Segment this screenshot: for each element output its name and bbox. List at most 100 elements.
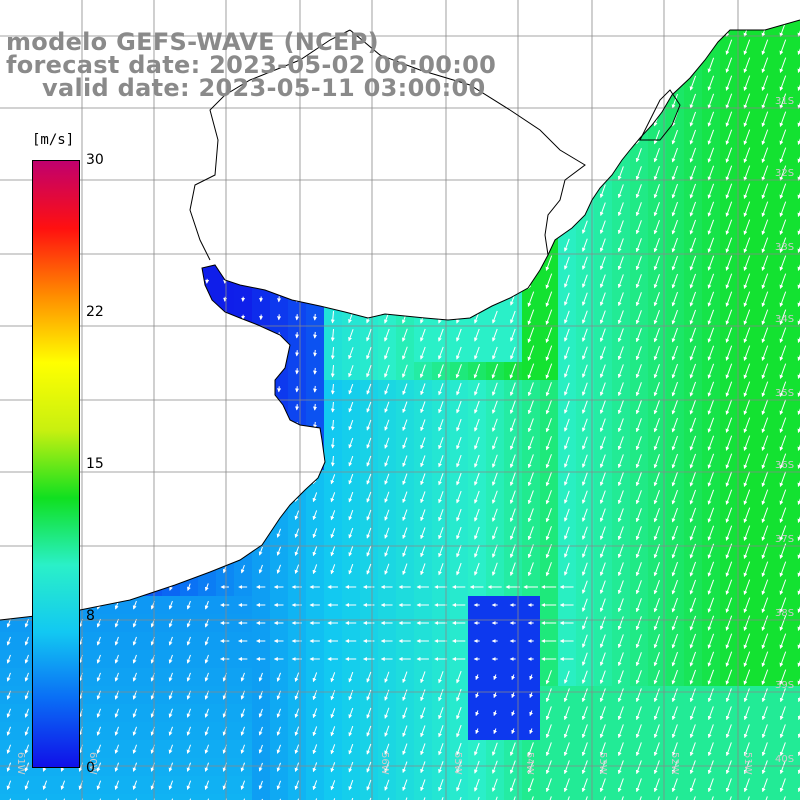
colorbar [32, 160, 80, 768]
wind-arrow [313, 331, 318, 339]
colorbar-tick-30: 30 [86, 152, 104, 168]
wind-cell [180, 794, 198, 800]
colorbar-tick-8: 8 [86, 608, 95, 624]
wind-cell [792, 272, 800, 290]
wind-cell [792, 92, 800, 110]
wind-cell [504, 794, 522, 800]
wind-cell [0, 794, 18, 800]
wind-cell [486, 794, 504, 800]
wind-cell [630, 794, 648, 800]
latitude-label: 37S [775, 534, 794, 545]
wind-cell [792, 344, 800, 362]
wind-cell [450, 794, 468, 800]
wind-cell [360, 794, 378, 800]
longitude-label: 55W [452, 752, 463, 775]
wind-cell [378, 794, 396, 800]
wind-cell [792, 290, 800, 308]
wind-cell [54, 794, 72, 800]
colorbar-tick-22: 22 [86, 304, 104, 320]
wind-cell [306, 794, 324, 800]
wind-arrow [313, 313, 318, 321]
wind-cell [792, 326, 800, 344]
longitude-label: 52W [669, 752, 680, 775]
wind-cell [144, 794, 162, 800]
wind-cell [90, 794, 108, 800]
wind-arrow [313, 385, 318, 393]
wind-cell [36, 794, 54, 800]
wind-cell [198, 794, 216, 800]
wind-cell [792, 56, 800, 74]
wind-cell [162, 794, 180, 800]
longitude-label: 51W [742, 752, 753, 775]
wind-cell [792, 254, 800, 272]
wind-cell [792, 794, 800, 800]
longitude-label: 61W [15, 752, 26, 775]
latitude-label: 40S [775, 754, 794, 765]
latitude-label: 38S [775, 608, 794, 619]
wind-cell [792, 74, 800, 92]
wind-cell [792, 164, 800, 182]
valid-date: valid date: 2023-05-11 03:00:00 [42, 74, 486, 102]
latitude-label: 31S [775, 96, 794, 107]
wind-cell [288, 794, 306, 800]
wind-cell [126, 794, 144, 800]
colorbar-tick-0: 0 [86, 760, 95, 776]
wind-cell [414, 794, 432, 800]
wind-cell [576, 794, 594, 800]
wind-cell [792, 308, 800, 326]
wind-cell [702, 794, 720, 800]
wind-arrow [313, 403, 318, 411]
longitude-label: 54W [524, 752, 535, 775]
latitude-label: 33S [775, 242, 794, 253]
latitude-label: 35S [775, 388, 794, 399]
wind-cell [792, 416, 800, 434]
wind-cell [792, 434, 800, 452]
latitude-label: 32S [775, 168, 794, 179]
latitude-label: 34S [775, 314, 794, 325]
wind-cell [432, 794, 450, 800]
wind-cell [324, 794, 342, 800]
wind-cell [684, 794, 702, 800]
latitude-label: 36S [775, 460, 794, 471]
wind-cell [558, 794, 576, 800]
wind-cell [234, 794, 252, 800]
wind-cell [792, 488, 800, 506]
wind-cell [468, 794, 486, 800]
wind-cell [522, 794, 540, 800]
longitude-label: 56W [379, 752, 390, 775]
wind-cell [792, 146, 800, 164]
wind-cell [396, 794, 414, 800]
wind-cell [342, 794, 360, 800]
latitude-label: 39S [775, 680, 794, 691]
wind-cell [792, 38, 800, 56]
wind-cell [792, 452, 800, 470]
wind-cell [648, 794, 666, 800]
wind-cell [756, 794, 774, 800]
wind-cell [792, 398, 800, 416]
wind-cell [792, 362, 800, 380]
longitude-label: 53W [597, 752, 608, 775]
wind-cell [540, 794, 558, 800]
wind-cell [612, 794, 630, 800]
wind-cell [72, 794, 90, 800]
wind-cell [594, 794, 612, 800]
wind-cell [738, 794, 756, 800]
wind-cell [792, 200, 800, 218]
wind-cell [792, 218, 800, 236]
colorbar-tick-15: 15 [86, 456, 104, 472]
wind-cell [792, 236, 800, 254]
wind-cell [792, 128, 800, 146]
wind-cell [792, 182, 800, 200]
wind-cell [792, 506, 800, 524]
wind-arrow [313, 367, 318, 375]
wind-cell [666, 794, 684, 800]
colorbar-unit: [m/s] [32, 132, 75, 148]
wind-cell [792, 20, 800, 38]
wind-cell [108, 794, 126, 800]
wind-cell [216, 794, 234, 800]
wind-cell [774, 794, 792, 800]
wind-cell [720, 794, 738, 800]
wind-cell [792, 470, 800, 488]
wind-cell [792, 380, 800, 398]
